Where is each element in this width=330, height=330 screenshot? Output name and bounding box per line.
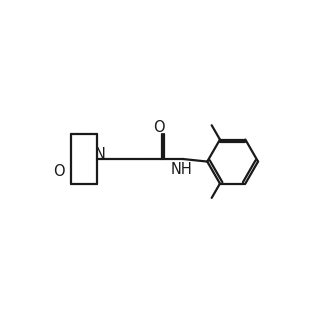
Text: O: O — [153, 120, 164, 135]
Text: N: N — [95, 147, 106, 162]
Text: O: O — [53, 164, 65, 179]
Text: NH: NH — [171, 162, 192, 177]
